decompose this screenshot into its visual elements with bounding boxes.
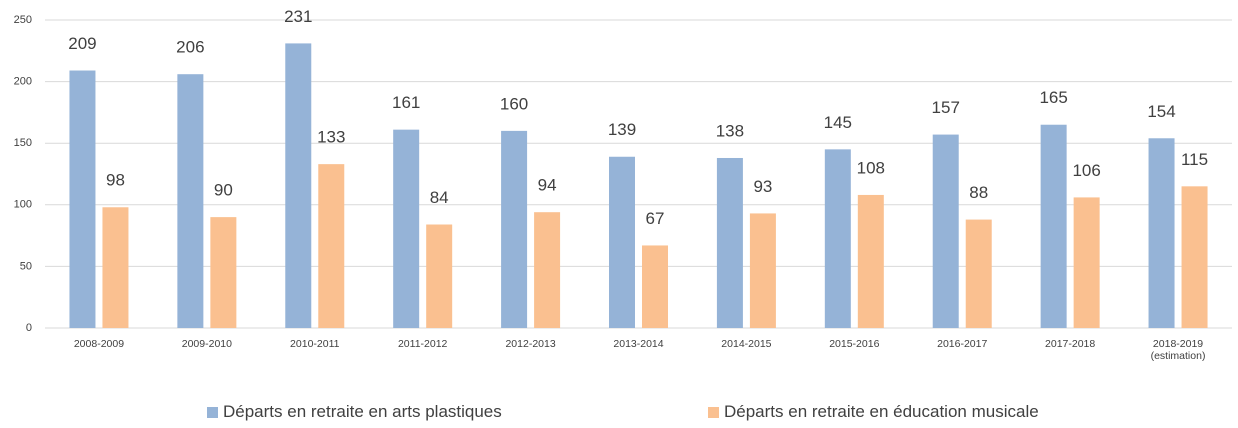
data-label: 139 bbox=[608, 120, 636, 139]
x-tick-label: 2013-2014 bbox=[613, 338, 664, 350]
data-label: 145 bbox=[824, 113, 852, 132]
bar bbox=[501, 130, 528, 328]
legend-label: Départs en retraite en éducation musical… bbox=[724, 402, 1039, 421]
data-label: 90 bbox=[214, 181, 233, 200]
bar bbox=[609, 156, 635, 328]
data-label: 206 bbox=[176, 38, 204, 57]
y-tick-label: 150 bbox=[14, 137, 32, 149]
y-tick-label: 200 bbox=[14, 76, 32, 88]
x-tick-label: 2011-2012 bbox=[397, 338, 448, 350]
bar bbox=[426, 224, 453, 328]
data-label: 154 bbox=[1147, 102, 1175, 121]
bar bbox=[1148, 138, 1175, 328]
y-tick-label: 250 bbox=[14, 14, 32, 26]
bar bbox=[857, 194, 884, 328]
bar bbox=[1073, 197, 1100, 328]
bar bbox=[210, 217, 237, 328]
y-tick-label: 100 bbox=[14, 199, 32, 211]
data-label: 157 bbox=[932, 98, 960, 117]
data-label: 67 bbox=[646, 209, 665, 228]
data-label: 138 bbox=[716, 121, 744, 140]
data-label: 84 bbox=[430, 188, 449, 207]
bar bbox=[716, 157, 743, 328]
data-label: 88 bbox=[969, 183, 988, 202]
bar bbox=[285, 43, 312, 329]
bar bbox=[932, 134, 959, 328]
x-tick-label: 2012-2013 bbox=[505, 338, 556, 350]
x-tick-label: 2010-2011 bbox=[290, 338, 340, 350]
data-label: 161 bbox=[392, 93, 420, 112]
legend-swatch bbox=[207, 406, 218, 418]
legend-swatch bbox=[708, 406, 719, 418]
x-tick-label: 2018-2019 (estimation) bbox=[1150, 338, 1206, 362]
y-tick-label: 50 bbox=[20, 260, 32, 272]
x-tick-label: 2008-2009 bbox=[73, 338, 125, 350]
x-tick-label: 2016-2017 bbox=[937, 338, 988, 350]
y-tick-label: 0 bbox=[26, 322, 32, 334]
bar bbox=[177, 74, 204, 328]
bar bbox=[1040, 124, 1067, 328]
data-label: 106 bbox=[1072, 161, 1100, 180]
bar bbox=[749, 213, 776, 328]
bar bbox=[1181, 186, 1208, 328]
data-label: 98 bbox=[106, 171, 125, 190]
data-label: 115 bbox=[1181, 150, 1208, 169]
legend-item: Départs en retraite en arts plastiques bbox=[207, 402, 502, 422]
bar bbox=[642, 245, 668, 328]
legend-item: Départs en retraite en éducation musical… bbox=[708, 402, 1039, 422]
legend-label: Départs en retraite en arts plastiques bbox=[223, 402, 502, 421]
data-label: 108 bbox=[857, 158, 885, 177]
bar bbox=[965, 219, 992, 328]
data-label: 231 bbox=[284, 7, 312, 26]
bar bbox=[824, 149, 851, 328]
x-tick-label: 2015-2016 bbox=[829, 338, 880, 350]
bar bbox=[318, 164, 345, 328]
bar bbox=[534, 212, 561, 328]
bar bbox=[102, 207, 129, 328]
bar bbox=[69, 70, 96, 329]
data-label: 93 bbox=[753, 177, 772, 196]
data-label: 160 bbox=[500, 94, 528, 113]
x-tick-label: 2017-2018 bbox=[1045, 338, 1096, 350]
data-label: 94 bbox=[538, 176, 557, 195]
data-label: 133 bbox=[317, 128, 345, 147]
x-tick-label: 2014-2015 bbox=[721, 338, 772, 350]
data-label: 165 bbox=[1039, 88, 1067, 107]
bar bbox=[393, 129, 420, 328]
data-label: 209 bbox=[68, 34, 96, 53]
x-tick-label: 2009-2010 bbox=[181, 338, 232, 350]
